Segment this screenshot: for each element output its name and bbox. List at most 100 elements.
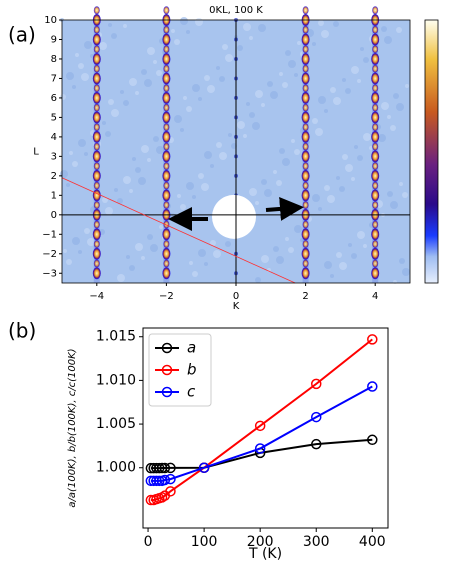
x-tick-label: 400: [359, 534, 386, 550]
bragg-spot: [162, 267, 171, 280]
noise: [108, 23, 112, 27]
noise: [180, 128, 184, 132]
bragg-spot: [372, 25, 379, 34]
noise: [270, 91, 278, 99]
noise: [363, 133, 371, 141]
bragg-spot: [301, 33, 310, 46]
noise: [72, 237, 80, 245]
noise: [294, 149, 300, 155]
noise: [261, 255, 269, 263]
noise: [72, 161, 78, 167]
y-tick-label: 6: [51, 93, 57, 104]
noise: [195, 18, 203, 26]
noise: [156, 70, 162, 76]
noise: [246, 102, 250, 106]
noise: [255, 90, 263, 98]
noise: [87, 238, 95, 246]
bragg-spot: [372, 64, 379, 73]
legend-label: a: [187, 339, 196, 357]
y-tick-label: 1.010: [96, 372, 136, 388]
y-tick-label: 3: [51, 151, 57, 162]
noise: [252, 122, 260, 130]
noise: [60, 94, 66, 100]
noise: [312, 118, 318, 124]
x-tick-label: 2: [302, 291, 308, 302]
noise: [381, 102, 389, 110]
x-axis-label: T (K): [248, 546, 282, 562]
noise: [123, 100, 129, 106]
bragg-spot: [372, 201, 379, 210]
bragg-spot: [162, 150, 171, 163]
noise: [249, 36, 253, 40]
bragg-spot: [163, 181, 170, 190]
bragg-spot: [92, 169, 101, 182]
data-point: [310, 438, 322, 450]
noise: [219, 152, 227, 160]
y-tick-label: 4: [51, 132, 57, 143]
noise: [135, 243, 143, 251]
bragg-spot: [371, 169, 380, 182]
noise: [153, 136, 159, 142]
bragg-spot: [163, 64, 170, 73]
noise: [282, 82, 288, 88]
noise: [156, 146, 164, 154]
noise: [291, 139, 295, 143]
bragg-spot: [163, 259, 170, 268]
x-tick-label: −2: [159, 291, 174, 302]
noise: [204, 151, 212, 159]
noise: [81, 73, 89, 81]
noise: [120, 90, 124, 94]
noise: [297, 41, 301, 45]
bragg-spot: [302, 259, 309, 268]
noise: [324, 261, 332, 269]
noise: [75, 53, 79, 57]
colorbar: [424, 19, 439, 284]
bragg-spot: [92, 91, 101, 104]
noise: [186, 182, 194, 190]
y-tick-label: 10: [44, 15, 57, 26]
bragg-spot: [93, 84, 100, 93]
noise: [333, 97, 341, 105]
noise: [186, 30, 190, 34]
bragg-spot: [372, 181, 379, 190]
bragg-spot: [371, 228, 380, 241]
data-point: [154, 475, 165, 487]
bragg-spot: [302, 45, 309, 54]
bragg-spot: [371, 72, 380, 85]
noise: [330, 87, 336, 93]
noise: [315, 128, 323, 136]
bragg-spot: [371, 91, 380, 104]
noise: [138, 177, 146, 185]
bragg-spot: [93, 45, 100, 54]
noise: [336, 176, 340, 180]
noise: [381, 26, 387, 32]
bragg-spot: [372, 240, 379, 249]
beamstop: [212, 194, 256, 239]
noise: [117, 274, 125, 282]
bragg-spot: [301, 130, 310, 143]
bragg-spot: [93, 103, 100, 112]
bragg-spot: [372, 6, 379, 15]
data-point: [254, 443, 266, 454]
y-tick-label: 8: [51, 54, 57, 65]
noise: [243, 23, 251, 31]
panel-label: (a): [8, 23, 36, 47]
legend-label: c: [187, 383, 196, 401]
bragg-spot: [163, 142, 170, 151]
bragg-spot: [302, 220, 309, 229]
noise: [141, 69, 147, 75]
noise: [378, 134, 386, 142]
noise: [153, 60, 157, 64]
plot-frame: [142, 327, 389, 529]
noise: [111, 109, 119, 117]
noise: [132, 157, 136, 161]
bragg-spot: [301, 247, 310, 260]
data-point: [156, 492, 168, 503]
noise: [285, 237, 289, 241]
noise: [213, 250, 221, 258]
noise: [84, 152, 88, 156]
noise: [285, 50, 291, 56]
noise: [261, 103, 265, 107]
noise: [327, 195, 335, 203]
noise: [177, 194, 181, 198]
